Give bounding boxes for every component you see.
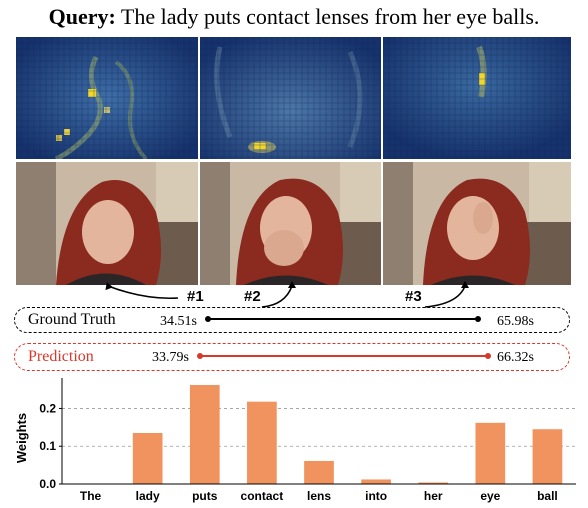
- word-weights-chart: 0.0 0.1 0.2 The lady puts contact lens into her e…: [14, 378, 576, 503]
- bar-her: [418, 482, 449, 484]
- x-tick-label: puts: [192, 489, 218, 503]
- marker-3: #3: [405, 288, 422, 305]
- video-frame-1: [16, 162, 198, 285]
- x-tick-label: lady: [136, 489, 160, 503]
- chart-axes: [61, 378, 576, 485]
- marker-2: #2: [244, 288, 261, 305]
- prediction-label: Prediction: [28, 348, 94, 365]
- bar-into: [361, 479, 391, 484]
- ground-truth-span: [205, 316, 481, 322]
- y-tick-label: 0.0: [39, 477, 56, 491]
- chart-y-ticks: 0.0 0.1 0.2: [39, 401, 62, 491]
- y-tick-label: 0.1: [39, 439, 56, 453]
- attention-heatmap-3: [383, 37, 571, 159]
- x-tick-label: into: [365, 489, 387, 503]
- bar-eye: [475, 422, 506, 484]
- bar-puts: [189, 385, 220, 484]
- bar-lens: [304, 460, 334, 484]
- x-tick-label: ball: [537, 489, 558, 503]
- prediction-end: 66.32s: [497, 350, 534, 365]
- x-tick-label: lens: [307, 489, 331, 503]
- chart-x-ticks: The lady puts contact lens into her eye ball: [80, 489, 558, 503]
- chart-y-label: Weights: [14, 413, 29, 463]
- prediction-start: 33.79s: [152, 350, 189, 365]
- ground-truth-box: [14, 307, 570, 333]
- x-tick-label: contact: [241, 489, 284, 503]
- attention-heatmap-1: [16, 37, 198, 159]
- prediction-box: [14, 343, 570, 371]
- ground-truth-label: Ground Truth: [28, 311, 116, 328]
- chart-bars: [132, 385, 563, 484]
- prediction-span: [197, 353, 491, 359]
- video-frame-3: [383, 162, 571, 285]
- query-label: Query:: [48, 4, 116, 29]
- x-tick-label: her: [424, 489, 443, 503]
- video-frame-2: [200, 162, 381, 285]
- x-tick-label: The: [80, 489, 102, 503]
- query-text: The lady puts contact lenses from her ey…: [115, 4, 540, 29]
- y-tick-label: 0.2: [39, 401, 56, 415]
- marker-1: #1: [187, 288, 204, 305]
- ground-truth-end: 65.98s: [497, 314, 534, 329]
- bar-lady: [132, 433, 163, 484]
- ground-truth-start: 34.51s: [160, 314, 197, 329]
- query-caption: Query: The lady puts contact lenses from…: [0, 4, 588, 30]
- attention-heatmap-2: [200, 37, 381, 159]
- bar-contact: [247, 401, 277, 484]
- x-tick-label: eye: [480, 489, 500, 503]
- frame-arrows: [105, 281, 469, 308]
- bar-ball: [532, 429, 563, 484]
